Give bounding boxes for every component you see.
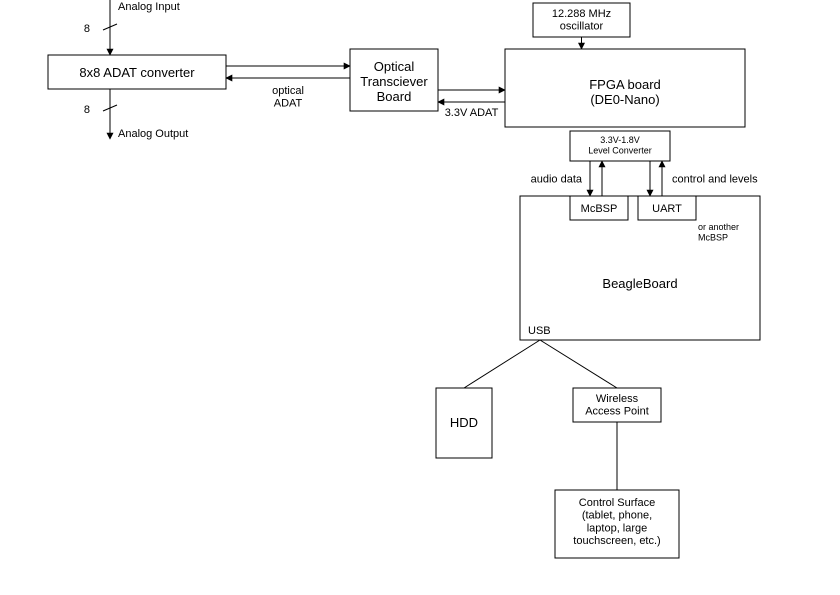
bus-out-label: 8 [84,104,90,116]
fpga-label: FPGA board(DE0-Nano) [589,77,661,107]
audio-data-label: audio data [531,174,583,186]
optical-adat-label: opticalADAT [272,85,304,110]
usb-to-wifi [540,340,617,388]
uart-label: UART [652,203,682,215]
v33-adat-label: 3.3V ADAT [445,107,499,119]
analog-input-label: Analog Input [118,1,180,13]
analog-output-label: Analog Output [118,128,188,140]
usb-label: USB [528,325,551,337]
usb-to-hdd [464,340,540,388]
ctrl-levels-label: control and levels [672,174,758,186]
bus-in-label: 8 [84,23,90,35]
oscillator-label: 12.288 MHzoscillator [552,8,611,33]
hdd-label: HDD [450,415,478,430]
beagleboard-label: BeagleBoard [602,276,677,291]
adat-converter-label: 8x8 ADAT converter [79,65,195,80]
mcbsp-label: McBSP [581,203,618,215]
